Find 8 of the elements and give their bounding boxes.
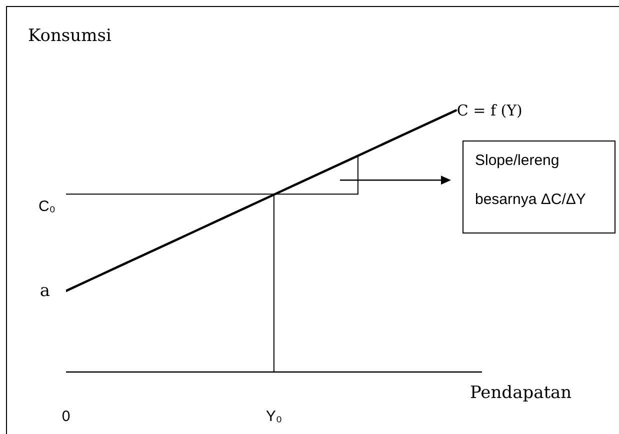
- x-tick-label: 0: [62, 408, 70, 425]
- x-axis-title: Pendapatan: [470, 383, 572, 403]
- text: Slope/lereng besarnya ΔC/ΔY: [475, 152, 586, 208]
- annotation: a: [40, 280, 50, 301]
- series-label: C = f (Y): [456, 101, 522, 120]
- ref-line-label: C₀: [38, 198, 56, 216]
- x-tick-label: Y₀: [266, 408, 282, 425]
- y-axis-title: Konsumsi: [28, 26, 112, 46]
